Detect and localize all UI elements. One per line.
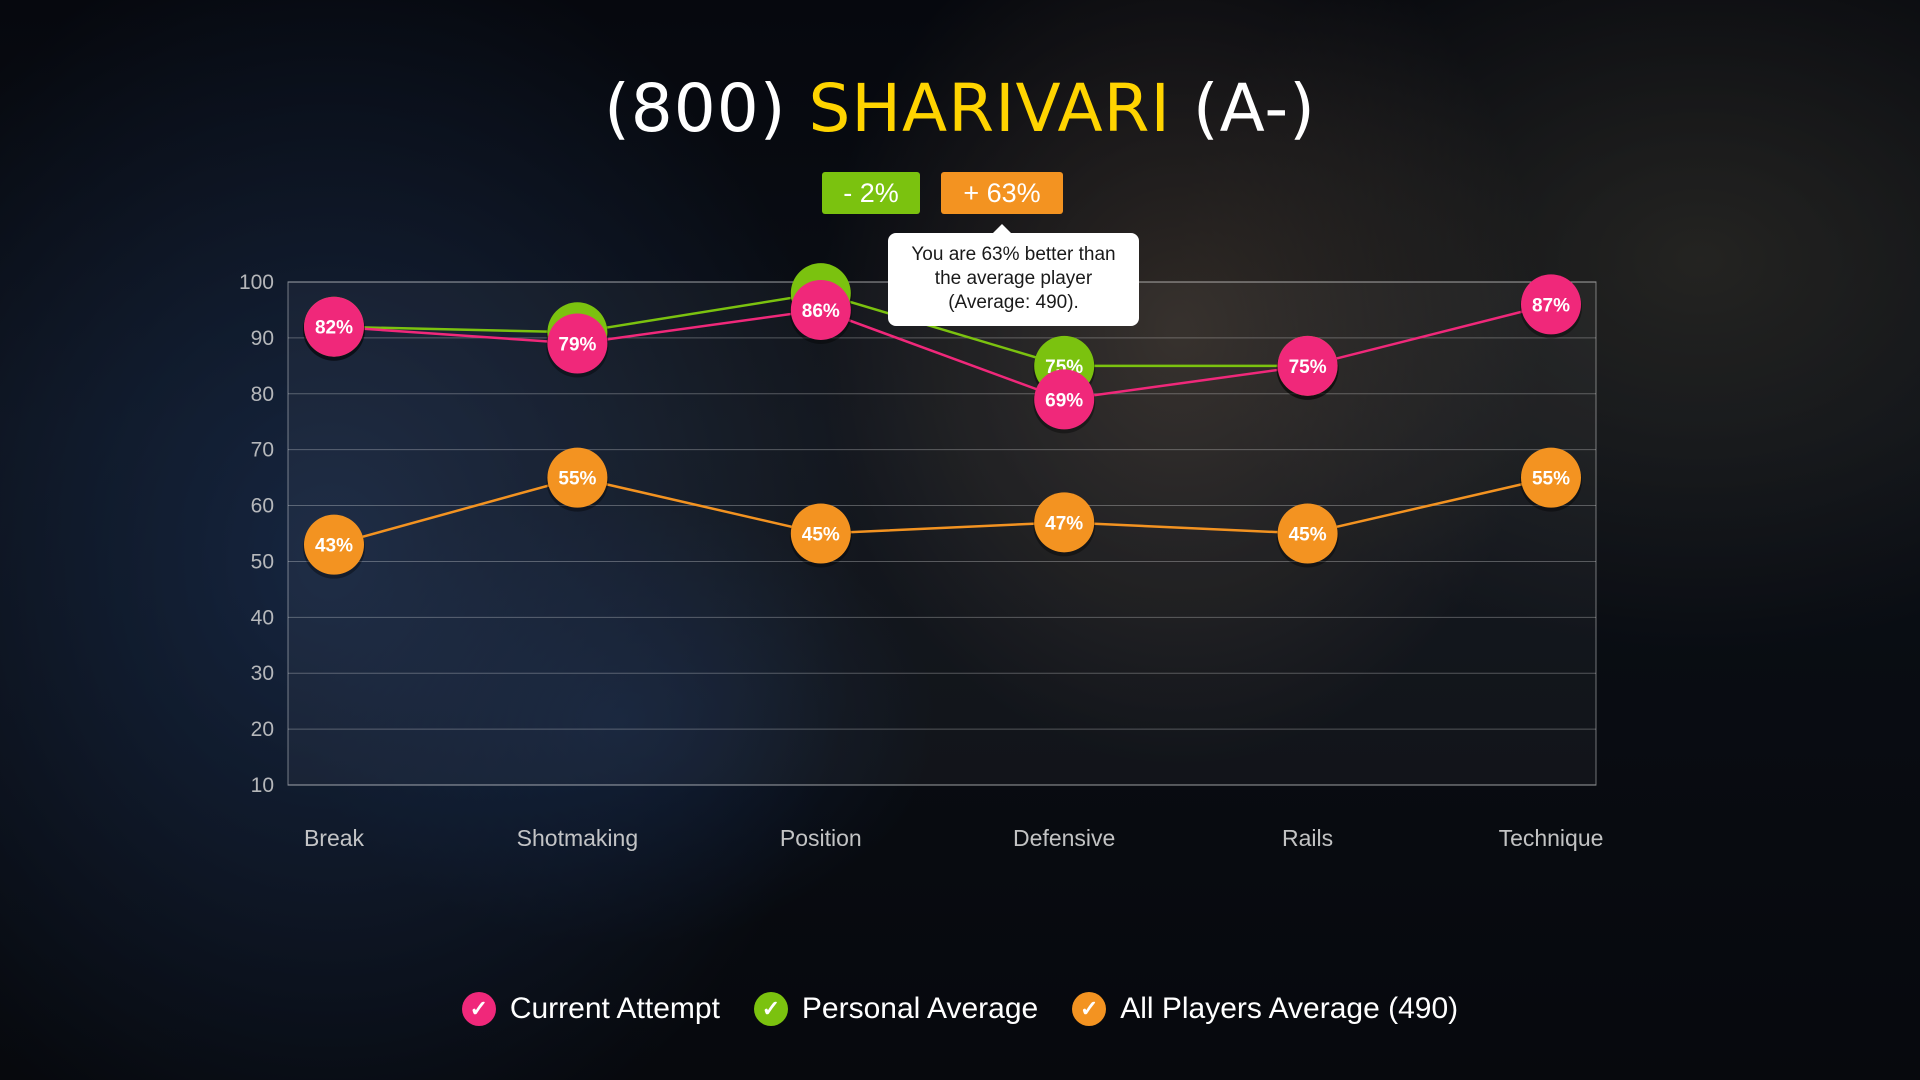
data-point bbox=[1277, 335, 1338, 396]
player-name: SHARIVARI bbox=[808, 70, 1171, 147]
data-label: 82% bbox=[315, 318, 353, 339]
x-tick-label: Break bbox=[304, 825, 365, 851]
chart-legend: ✓ Current Attempt ✓ Personal Average ✓ A… bbox=[0, 992, 1920, 1026]
data-point bbox=[547, 313, 608, 374]
x-tick-label: Shotmaking bbox=[517, 825, 638, 851]
data-point bbox=[790, 279, 851, 340]
y-tick-label: 40 bbox=[251, 606, 274, 629]
check-icon: ✓ bbox=[1072, 992, 1107, 1026]
x-tick-label: Technique bbox=[1499, 825, 1604, 851]
series-line bbox=[333, 476, 1552, 546]
data-label: 55% bbox=[558, 469, 596, 490]
y-tick-label: 100 bbox=[239, 271, 274, 294]
data-point bbox=[547, 447, 608, 508]
y-tick-label: 20 bbox=[251, 718, 274, 741]
data-label: 69% bbox=[1045, 390, 1083, 411]
all-players-diff-badge[interactable]: + 63% bbox=[941, 172, 1063, 214]
y-tick-label: 50 bbox=[251, 550, 274, 573]
page-title: (800) SHARIVARI (A-) bbox=[0, 70, 1920, 147]
data-label: 55% bbox=[1532, 469, 1570, 490]
personal-diff-badge: - 2% bbox=[822, 172, 920, 214]
data-label: 45% bbox=[1289, 525, 1327, 546]
x-tick-label: Defensive bbox=[1013, 825, 1115, 851]
check-icon: ✓ bbox=[753, 992, 788, 1026]
data-label: 87% bbox=[1532, 295, 1570, 316]
grade-suffix: (A-) bbox=[1192, 70, 1316, 147]
data-point bbox=[304, 514, 364, 575]
comparison-tooltip: You are 63% better than the average play… bbox=[888, 224, 1139, 326]
y-tick-label: 30 bbox=[251, 662, 274, 685]
x-tick-label: Position bbox=[780, 825, 862, 851]
series-line bbox=[333, 303, 1552, 401]
data-point bbox=[1277, 503, 1338, 564]
plot-area bbox=[287, 281, 1597, 786]
data-point bbox=[790, 503, 851, 564]
legend-item-all-players-average[interactable]: ✓ All Players Average (490) bbox=[1072, 992, 1458, 1026]
check-icon: ✓ bbox=[461, 992, 496, 1026]
data-point bbox=[304, 296, 364, 357]
y-tick-label: 10 bbox=[251, 774, 274, 797]
legend-label: Personal Average bbox=[801, 992, 1039, 1025]
legend-label: All Players Average (490) bbox=[1120, 992, 1459, 1025]
data-point bbox=[1034, 492, 1095, 553]
tooltip-line-2: the average player bbox=[934, 268, 1093, 289]
data-label: 47% bbox=[1045, 513, 1083, 534]
y-tick-label: 70 bbox=[251, 439, 274, 462]
legend-item-personal-average[interactable]: ✓ Personal Average bbox=[753, 992, 1039, 1026]
data-label: 75% bbox=[1289, 357, 1327, 378]
data-point bbox=[1521, 274, 1581, 335]
rating-prefix: (800) bbox=[604, 70, 787, 147]
y-tick-label: 60 bbox=[251, 495, 274, 518]
data-label: 43% bbox=[315, 536, 353, 557]
y-tick-label: 80 bbox=[251, 383, 274, 406]
y-tick-label: 90 bbox=[251, 327, 274, 350]
data-label: 86% bbox=[802, 301, 840, 322]
legend-item-current-attempt[interactable]: ✓ Current Attempt bbox=[461, 992, 720, 1026]
data-label: 79% bbox=[558, 334, 596, 355]
data-label: 45% bbox=[802, 525, 840, 546]
tooltip-line-1: You are 63% better than bbox=[911, 244, 1116, 265]
data-point bbox=[1034, 369, 1095, 430]
data-point bbox=[1521, 447, 1581, 508]
x-tick-label: Rails bbox=[1282, 825, 1333, 851]
tooltip-line-3: (Average: 490). bbox=[948, 292, 1079, 313]
legend-label: Current Attempt bbox=[509, 992, 720, 1025]
